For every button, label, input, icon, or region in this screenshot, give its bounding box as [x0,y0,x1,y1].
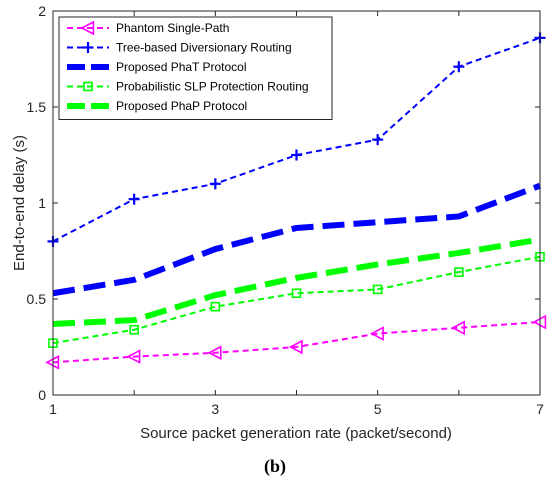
x-tick-label: 1 [49,401,57,417]
data-point [453,61,465,73]
y-tick-label: 0 [38,387,46,403]
y-tick-label: 1 [38,195,46,211]
series-line [52,321,541,364]
y-tick-label: 1.5 [27,99,47,115]
series-5 [52,236,541,327]
x-tick-label: 5 [374,401,382,417]
data-point [454,267,464,277]
data-point [128,193,140,205]
legend-label: Proposed PhaP Protocol [116,99,247,113]
tick-labels: 1 3 5 7 0 0.5 1 1.5 2 [27,3,545,417]
data-point [291,149,302,161]
x-tick-label: 3 [211,401,219,417]
data-point [291,288,302,299]
legend-marker [80,20,95,36]
legend-label: Phantom Single-Path [116,21,229,35]
legend-item-1: Phantom Single-Path [67,20,229,36]
series-line [52,255,541,345]
data-point [209,178,221,190]
series-layer [45,32,547,370]
legend-item-3: Proposed PhaT Protocol [67,60,247,74]
legend: Phantom Single-Path Tree-based Diversiona… [58,16,333,120]
data-point [126,349,141,364]
data-point [451,320,466,336]
data-point [372,284,383,295]
legend-marker [82,42,94,53]
data-point [210,301,221,312]
legend-label: Proposed PhaT Protocol [116,60,247,74]
x-tick-label: 7 [536,401,544,417]
series-line [52,236,541,327]
data-point [369,326,384,341]
data-point [372,134,384,146]
legend-item-2: Tree-based Diversionary Routing [67,41,292,55]
y-tick-label: 2 [38,3,46,19]
axes-frame [52,10,541,396]
series-3 [52,182,542,297]
y-axis-label: End-to-end delay (s) [11,135,28,271]
legend-marker [83,81,93,92]
x-axis-label: Source packet generation rate (packet/se… [140,425,452,442]
figure-caption: (b) [264,456,286,477]
y-tick-label: 0.5 [27,291,47,307]
data-point [288,339,303,355]
series-line [52,182,542,297]
legend-label: Probabilistic SLP Protection Routing [116,80,309,94]
data-point [129,324,139,335]
legend-label: Tree-based Diversionary Routing [116,41,292,55]
data-point [207,345,222,361]
legend-item-4: Probabilistic SLP Protection Routing [67,80,309,94]
legend-item-5: Proposed PhaP Protocol [67,99,247,113]
